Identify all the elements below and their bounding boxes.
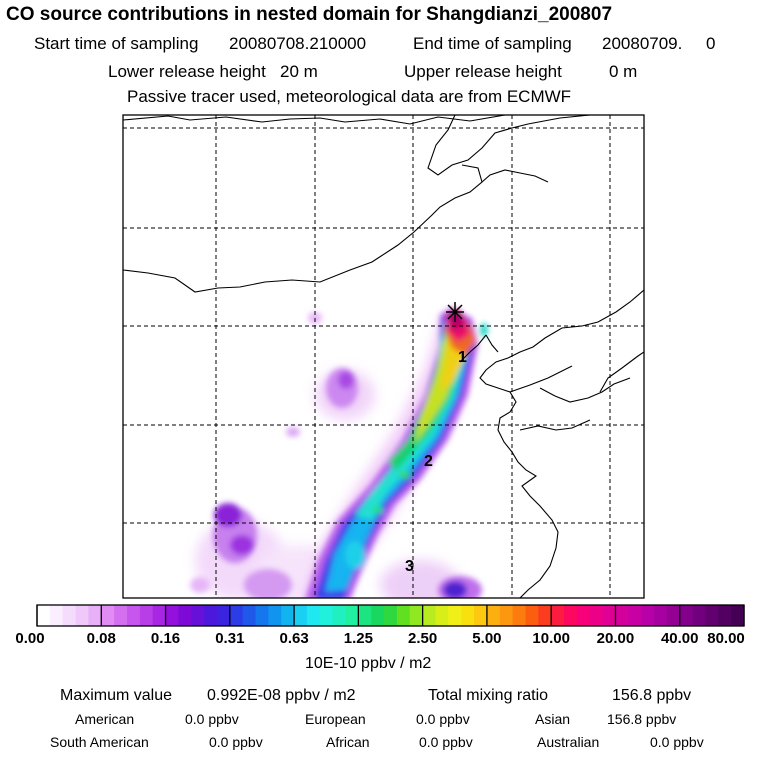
site-marker-icon — [446, 302, 464, 322]
colorbar-tick-label: 20.00 — [596, 630, 635, 647]
region-african-label: African — [326, 734, 370, 750]
map-frame — [122, 114, 645, 599]
region-asian-value: 156.8 ppbv — [607, 711, 677, 727]
end-time-value: 20080709. 0 — [602, 34, 716, 53]
upper-release-value: 0 m — [609, 62, 638, 81]
upper-release-label: Upper release height — [404, 62, 562, 81]
region-asian-label: Asian — [535, 711, 571, 727]
lat-lon-grid — [123, 115, 644, 598]
start-time-value: 20080708.210000 — [229, 34, 367, 53]
region-african-value: 0.0 ppbv — [419, 734, 473, 750]
region-south-american-label: South American — [50, 734, 149, 750]
total-mixing-label: Total mixing ratio — [428, 687, 549, 704]
colorbar-tick-label: 0.63 — [279, 630, 309, 647]
colorbar-unit: 10E-10 ppbv / m2 — [305, 655, 432, 672]
lower-release-value: 20 m — [280, 62, 318, 81]
colorbar-tick-label: 0.08 — [86, 630, 116, 647]
colorbar-tick-label: 0.31 — [215, 630, 245, 647]
data-source-note: Passive tracer used, meteorological data… — [127, 87, 572, 106]
region-american-label: American — [75, 711, 135, 727]
total-mixing-value: 156.8 ppbv — [612, 687, 692, 704]
colorbar-tick-label: 10.00 — [532, 630, 570, 647]
region-american-value: 0.0 ppbv — [185, 711, 239, 727]
end-time-label: End time of sampling — [413, 34, 572, 53]
max-value: 0.992E-08 ppbv / m2 — [207, 687, 356, 704]
trajectory-label-1: 1 — [458, 349, 467, 366]
lower-release-label: Lower release height — [108, 62, 266, 81]
trajectory-label-3: 3 — [405, 558, 414, 575]
colorbar-tick-label: 5.00 — [472, 630, 502, 647]
trajectory-label-2: 2 — [424, 453, 433, 470]
region-european-label: European — [305, 711, 366, 727]
max-value-label: Maximum value — [60, 687, 173, 704]
map-title: CO source contributions in nested domain… — [6, 4, 613, 25]
colorbar-tick-label: 40.00 — [660, 630, 699, 647]
region-australian-label: Australian — [537, 734, 600, 750]
start-time-label: Start time of sampling — [34, 34, 199, 53]
colorbar-tick-label: 80.00 — [707, 630, 745, 647]
colorbar-tick-label: 1.25 — [343, 630, 373, 647]
colorbar-tick-label: 0.00 — [15, 630, 45, 647]
region-australian-value: 0.0 ppbv — [650, 734, 704, 750]
colorbar-tick-label: 0.16 — [150, 630, 181, 647]
region-european-value: 0.0 ppbv — [416, 711, 470, 727]
region-south-american-value: 0.0 ppbv — [209, 734, 263, 750]
colorbar-tick-label: 2.50 — [408, 630, 438, 647]
